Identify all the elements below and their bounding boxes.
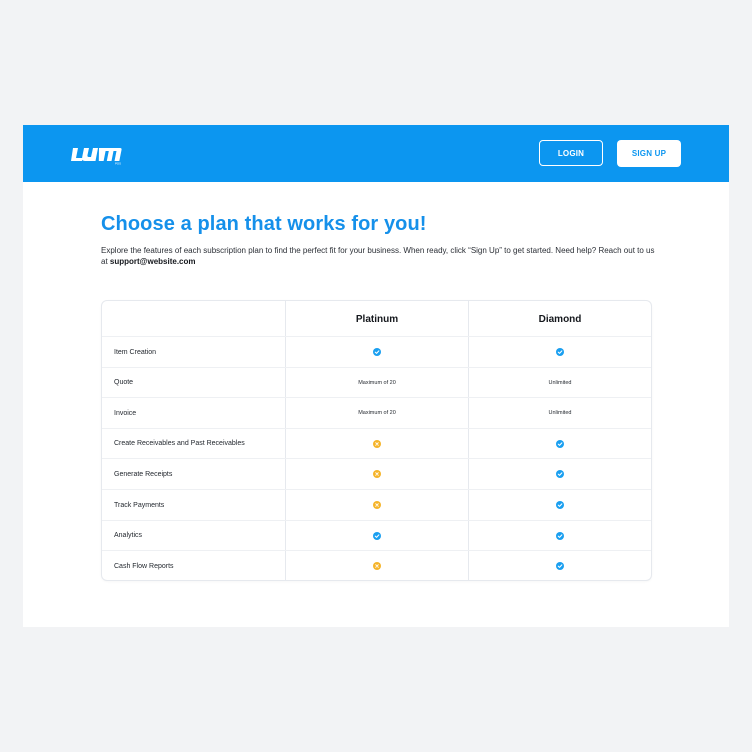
column-divider	[285, 301, 286, 580]
cell-diamond	[469, 459, 651, 489]
feature-label: Create Receivables and Past Receivables	[114, 440, 245, 448]
check-icon	[556, 531, 564, 540]
feature-label: Cash Flow Reports	[114, 562, 174, 570]
cross-icon	[373, 439, 381, 448]
feature-label: Item Creation	[114, 348, 157, 356]
table-row: Cash Flow Reports	[102, 550, 651, 580]
cell-platinum	[286, 490, 468, 520]
cell-platinum	[286, 551, 468, 580]
plan-comparison-table: Platinum Diamond Item Creation Quote Maxim…	[101, 300, 652, 581]
feature-label: Quote	[114, 379, 134, 387]
plan-header-platinum: Platinum	[355, 313, 399, 325]
cross-icon	[373, 562, 381, 571]
cell-platinum: Maximum of 20	[358, 410, 396, 417]
check-icon	[556, 470, 564, 479]
feature-label: Analytics	[114, 532, 143, 540]
cell-diamond	[469, 337, 651, 367]
cell-diamond: Unlimited	[548, 379, 572, 386]
table-row: Quote Maximum of 20 Unlimited	[102, 366, 651, 398]
table-row: Item Creation	[102, 336, 651, 367]
cell-diamond	[469, 521, 651, 551]
cell-diamond	[469, 551, 651, 580]
cell-platinum	[286, 429, 468, 459]
brand-logo[interactable]: POS	[71, 145, 123, 166]
check-icon	[373, 531, 381, 540]
cell-diamond: Unlimited	[548, 410, 572, 417]
table-row: Create Receivables and Past Receivables	[102, 427, 651, 459]
cell-platinum	[286, 337, 468, 367]
table-row: Analytics	[102, 519, 651, 551]
svg-text:POS: POS	[115, 162, 121, 166]
cell-diamond	[469, 490, 651, 520]
description-text: Explore the features of each subscriptio…	[101, 246, 655, 266]
check-icon	[556, 562, 564, 571]
table-row: Generate Receipts	[102, 458, 651, 489]
plan-header-diamond: Diamond	[538, 313, 582, 325]
top-header: POS LOGIN SIGN UP	[23, 125, 729, 182]
check-icon	[556, 439, 564, 448]
cross-icon	[373, 470, 381, 479]
feature-label: Invoice	[114, 409, 137, 417]
feature-label: Generate Receipts	[114, 470, 173, 478]
cell-platinum	[286, 459, 468, 489]
check-icon	[556, 501, 564, 509]
cell-platinum: Maximum of 20	[358, 379, 396, 386]
feature-label: Track Payments	[114, 501, 165, 509]
page-container: POS LOGIN SIGN UP Choose a plan that wor…	[23, 125, 729, 627]
login-button[interactable]: LOGIN	[539, 140, 603, 166]
cell-platinum	[286, 521, 468, 551]
page-description: Explore the features of each subscriptio…	[101, 245, 661, 267]
table-row: Track Payments	[102, 489, 651, 520]
signup-button[interactable]: SIGN UP	[617, 140, 681, 167]
cell-diamond	[469, 429, 651, 459]
check-icon	[556, 348, 564, 356]
cross-icon	[373, 501, 381, 509]
check-icon	[373, 348, 381, 356]
support-email-link[interactable]: support@website.com	[109, 257, 196, 266]
column-divider	[468, 301, 469, 580]
table-row: Invoice Maximum of 20 Unlimited	[102, 397, 651, 428]
page-title: Choose a plan that works for you!	[101, 213, 427, 235]
